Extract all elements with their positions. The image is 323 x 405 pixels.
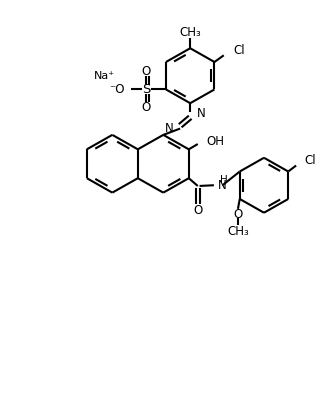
Text: O: O (141, 101, 151, 114)
Text: N: N (217, 179, 226, 192)
Text: Na⁺: Na⁺ (94, 71, 115, 81)
Text: N: N (165, 122, 174, 135)
Text: ⁻O: ⁻O (109, 83, 125, 96)
Text: CH₃: CH₃ (179, 26, 201, 39)
Text: O: O (141, 65, 151, 78)
Text: CH₃: CH₃ (227, 225, 249, 238)
Text: S: S (142, 83, 151, 96)
Text: N: N (197, 107, 205, 120)
Text: H: H (220, 175, 227, 185)
Text: O: O (233, 208, 243, 221)
Text: OH: OH (206, 135, 224, 148)
Text: O: O (193, 204, 203, 217)
Text: Cl: Cl (233, 44, 245, 57)
Text: Cl: Cl (305, 154, 316, 167)
